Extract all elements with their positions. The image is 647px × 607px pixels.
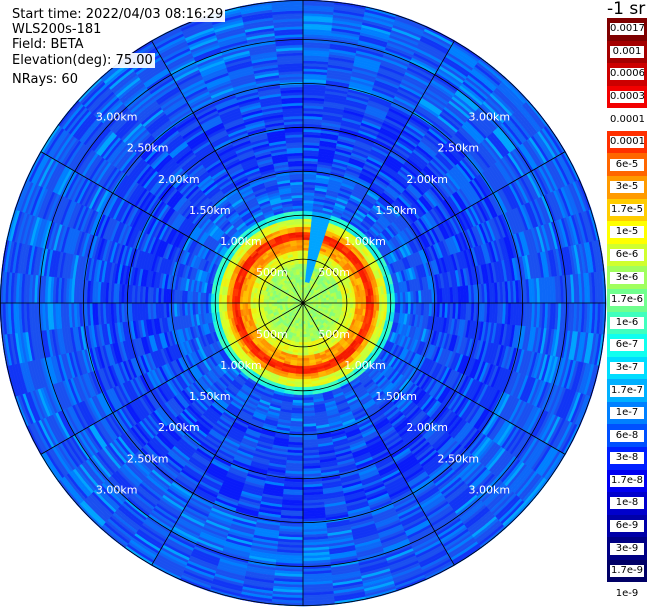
range-bin-cell (302, 247, 310, 251)
range-bin-cell (302, 334, 307, 338)
range-bin-cell (302, 349, 309, 354)
range-bin-cell (302, 255, 309, 259)
range-bin-cell (339, 298, 343, 304)
range-bin-cell (328, 302, 333, 307)
range-bin-cell (299, 334, 304, 338)
range-bin-cell (363, 302, 367, 310)
range-bin-cell (331, 302, 335, 307)
range-bin-cell (360, 296, 364, 304)
range-bin-cell (339, 302, 343, 308)
range-bin-cell (302, 360, 310, 364)
range-bin-cell (297, 347, 304, 351)
range-bin-cell (302, 328, 307, 333)
range-bin-cell (347, 302, 351, 309)
range-bin-cell (334, 299, 338, 304)
range-bin-cell (302, 250, 309, 254)
range-bin-cell (296, 363, 304, 367)
range-bin-cell (336, 298, 341, 304)
range-bin-cell (302, 336, 308, 341)
range-bin-cell (336, 302, 341, 308)
range-bin-cell (347, 297, 351, 304)
range-bin-cell (302, 339, 308, 343)
range-bin-cell (302, 347, 309, 351)
range-bin-cell (349, 297, 354, 304)
range-bin-cell (298, 336, 304, 341)
range-bin-cell (352, 302, 356, 309)
range-bin-cell (299, 328, 304, 333)
range-bin-cell (302, 265, 308, 270)
range-bin-cell (326, 299, 330, 304)
range-bin-cell (331, 299, 335, 304)
range-bin-cell (302, 263, 308, 267)
range-bin-cell (299, 331, 304, 335)
range-bin-cell (302, 239, 310, 243)
range-bin-cell (352, 297, 356, 304)
range-bin-cell (363, 296, 367, 304)
range-bin-cell (297, 352, 304, 356)
range-bin-cell (298, 339, 304, 343)
range-bin-cell (296, 355, 304, 359)
range-bin-cell (302, 271, 307, 275)
range-bin-cell (360, 302, 364, 310)
range-bin-cell (302, 326, 307, 330)
range-bin-cell (296, 360, 304, 364)
range-bin-cell (298, 342, 304, 346)
range-bin-cell (302, 242, 310, 246)
range-bin-cell (302, 352, 309, 356)
data-cells (0, 0, 607, 607)
range-bin-cell (302, 268, 307, 272)
range-bin-cell (342, 298, 346, 304)
range-bin-cell (302, 252, 309, 257)
range-bin-cell (302, 355, 310, 359)
range-bin-cell (355, 296, 359, 304)
range-bin-cell (342, 302, 346, 308)
range-bin-cell (328, 299, 333, 304)
range-bin-cell (302, 273, 307, 278)
range-bin-cell (349, 302, 354, 309)
range-bin-cell (297, 349, 304, 354)
range-bin-cell (302, 363, 310, 367)
range-bin-cell (334, 302, 338, 307)
range-bin-cell (302, 331, 307, 335)
range-bin-cell (302, 260, 308, 264)
range-bin-cell (355, 302, 359, 310)
range-bin-cell (302, 342, 308, 346)
